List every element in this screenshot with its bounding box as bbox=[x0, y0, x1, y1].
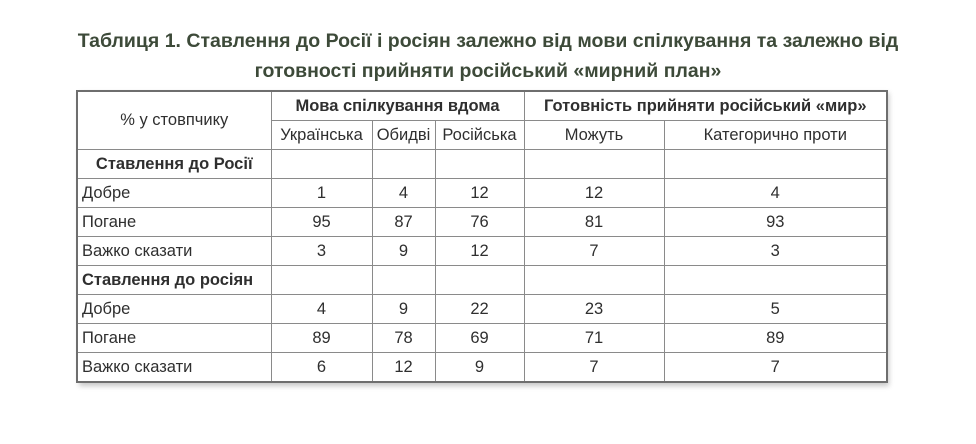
cell-value: 4 bbox=[371, 178, 436, 208]
table-caption: Таблиця 1. Ставлення до Росії і росіян з… bbox=[0, 26, 976, 86]
cell-value: 89 bbox=[270, 323, 373, 353]
subheader-against: Категорично проти bbox=[663, 120, 888, 150]
empty-cell bbox=[270, 265, 373, 295]
cell-value: 7 bbox=[663, 352, 888, 383]
section-row-russia: Ставлення до Росії bbox=[76, 149, 888, 179]
empty-cell bbox=[371, 265, 436, 295]
data-table: % у стовпчику Мова спілкування вдома Гот… bbox=[76, 90, 889, 383]
table-row: Добре 4 9 22 23 5 bbox=[76, 294, 888, 324]
cell-value: 22 bbox=[434, 294, 525, 324]
cell-value: 12 bbox=[523, 178, 665, 208]
empty-cell bbox=[434, 265, 525, 295]
cell-value: 4 bbox=[270, 294, 373, 324]
cell-value: 3 bbox=[270, 236, 373, 266]
section-title: Ставлення до росіян bbox=[76, 265, 272, 295]
table-row: Важко сказати 3 9 12 7 3 bbox=[76, 236, 888, 266]
table-container: % у стовпчику Мова спілкування вдома Гот… bbox=[76, 90, 889, 383]
table-row: Важко сказати 6 12 9 7 7 bbox=[76, 352, 888, 383]
row-label: Важко сказати bbox=[76, 352, 272, 383]
cell-value: 71 bbox=[523, 323, 665, 353]
cell-value: 3 bbox=[663, 236, 888, 266]
header-row-1: % у стовпчику Мова спілкування вдома Гот… bbox=[76, 90, 888, 150]
cell-value: 12 bbox=[434, 178, 525, 208]
header-readiness: Готовність прийняти російський «мир» bbox=[523, 90, 888, 121]
empty-cell bbox=[663, 265, 888, 295]
empty-cell bbox=[663, 149, 888, 179]
cell-value: 9 bbox=[371, 236, 436, 266]
row-label: Погане bbox=[76, 207, 272, 237]
table-row: Погане 89 78 69 71 89 bbox=[76, 323, 888, 353]
cell-value: 9 bbox=[434, 352, 525, 383]
empty-cell bbox=[523, 149, 665, 179]
cell-value: 95 bbox=[270, 207, 373, 237]
corner-header: % у стовпчику bbox=[76, 90, 272, 150]
subheader-both: Обидві bbox=[371, 120, 436, 150]
cell-value: 9 bbox=[371, 294, 436, 324]
row-label: Добре bbox=[76, 294, 272, 324]
empty-cell bbox=[270, 149, 373, 179]
cell-value: 5 bbox=[663, 294, 888, 324]
empty-cell bbox=[523, 265, 665, 295]
section-row-russians: Ставлення до росіян bbox=[76, 265, 888, 295]
cell-value: 7 bbox=[523, 352, 665, 383]
cell-value: 89 bbox=[663, 323, 888, 353]
caption-line-2: готовності прийняти російський «мирний п… bbox=[254, 60, 722, 82]
cell-value: 76 bbox=[434, 207, 525, 237]
cell-value: 69 bbox=[434, 323, 525, 353]
section-title: Ставлення до Росії bbox=[76, 149, 272, 179]
table-row: Погане 95 87 76 81 93 bbox=[76, 207, 888, 237]
cell-value: 12 bbox=[371, 352, 436, 383]
subheader-can: Можуть bbox=[523, 120, 665, 150]
row-label: Погане bbox=[76, 323, 272, 353]
empty-cell bbox=[371, 149, 436, 179]
cell-value: 1 bbox=[270, 178, 373, 208]
subheader-russian: Російська bbox=[434, 120, 525, 150]
cell-value: 87 bbox=[371, 207, 436, 237]
row-label: Важко сказати bbox=[76, 236, 272, 266]
cell-value: 81 bbox=[523, 207, 665, 237]
cell-value: 93 bbox=[663, 207, 888, 237]
caption-line-1: Таблиця 1. Ставлення до Росії і росіян з… bbox=[77, 30, 899, 52]
table-row: Добре 1 4 12 12 4 bbox=[76, 178, 888, 208]
cell-value: 6 bbox=[270, 352, 373, 383]
header-row-2: Українська Обидві Російська Можуть Катег… bbox=[77, 120, 888, 150]
cell-value: 78 bbox=[371, 323, 436, 353]
cell-value: 7 bbox=[523, 236, 665, 266]
cell-value: 4 bbox=[663, 178, 888, 208]
empty-cell bbox=[434, 149, 525, 179]
subheader-ukrainian: Українська bbox=[270, 120, 373, 150]
cell-value: 23 bbox=[523, 294, 665, 324]
header-language: Мова спілкування вдома bbox=[270, 90, 525, 121]
row-label: Добре bbox=[76, 178, 272, 208]
cell-value: 12 bbox=[434, 236, 525, 266]
